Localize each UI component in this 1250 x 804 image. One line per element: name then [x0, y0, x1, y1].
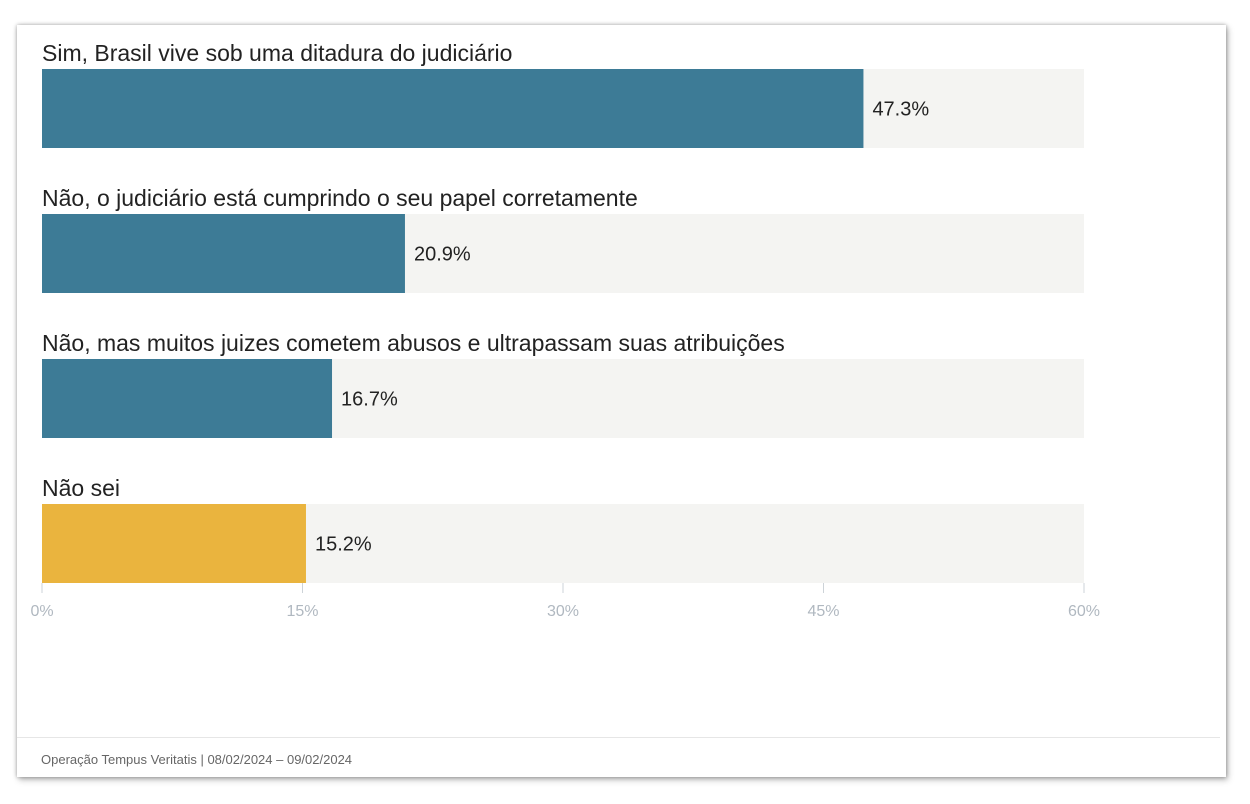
- tick-label: 0%: [30, 603, 53, 620]
- category-label: Sim, Brasil vive sob uma ditadura do jud…: [42, 40, 512, 66]
- tick-label: 60%: [1068, 603, 1100, 620]
- bar: [42, 504, 306, 583]
- source-note: Operação Tempus Veritatis | 08/02/2024 –…: [41, 752, 353, 767]
- footer-divider: [17, 737, 1220, 738]
- value-label: 16.7%: [341, 389, 398, 411]
- bar: [42, 214, 405, 293]
- value-label: 15.2%: [315, 534, 372, 556]
- bar: [42, 359, 333, 438]
- value-label: 47.3%: [872, 99, 929, 121]
- value-label: 20.9%: [414, 244, 471, 266]
- category-label: Não, mas muitos juizes cometem abusos e …: [42, 330, 785, 356]
- tick-label: 30%: [547, 603, 579, 620]
- tick-label: 45%: [807, 603, 839, 620]
- category-label: Não sei: [42, 475, 120, 501]
- bar: [42, 69, 864, 148]
- category-label: Não, o judiciário está cumprindo o seu p…: [42, 185, 638, 211]
- tick-label: 15%: [286, 603, 318, 620]
